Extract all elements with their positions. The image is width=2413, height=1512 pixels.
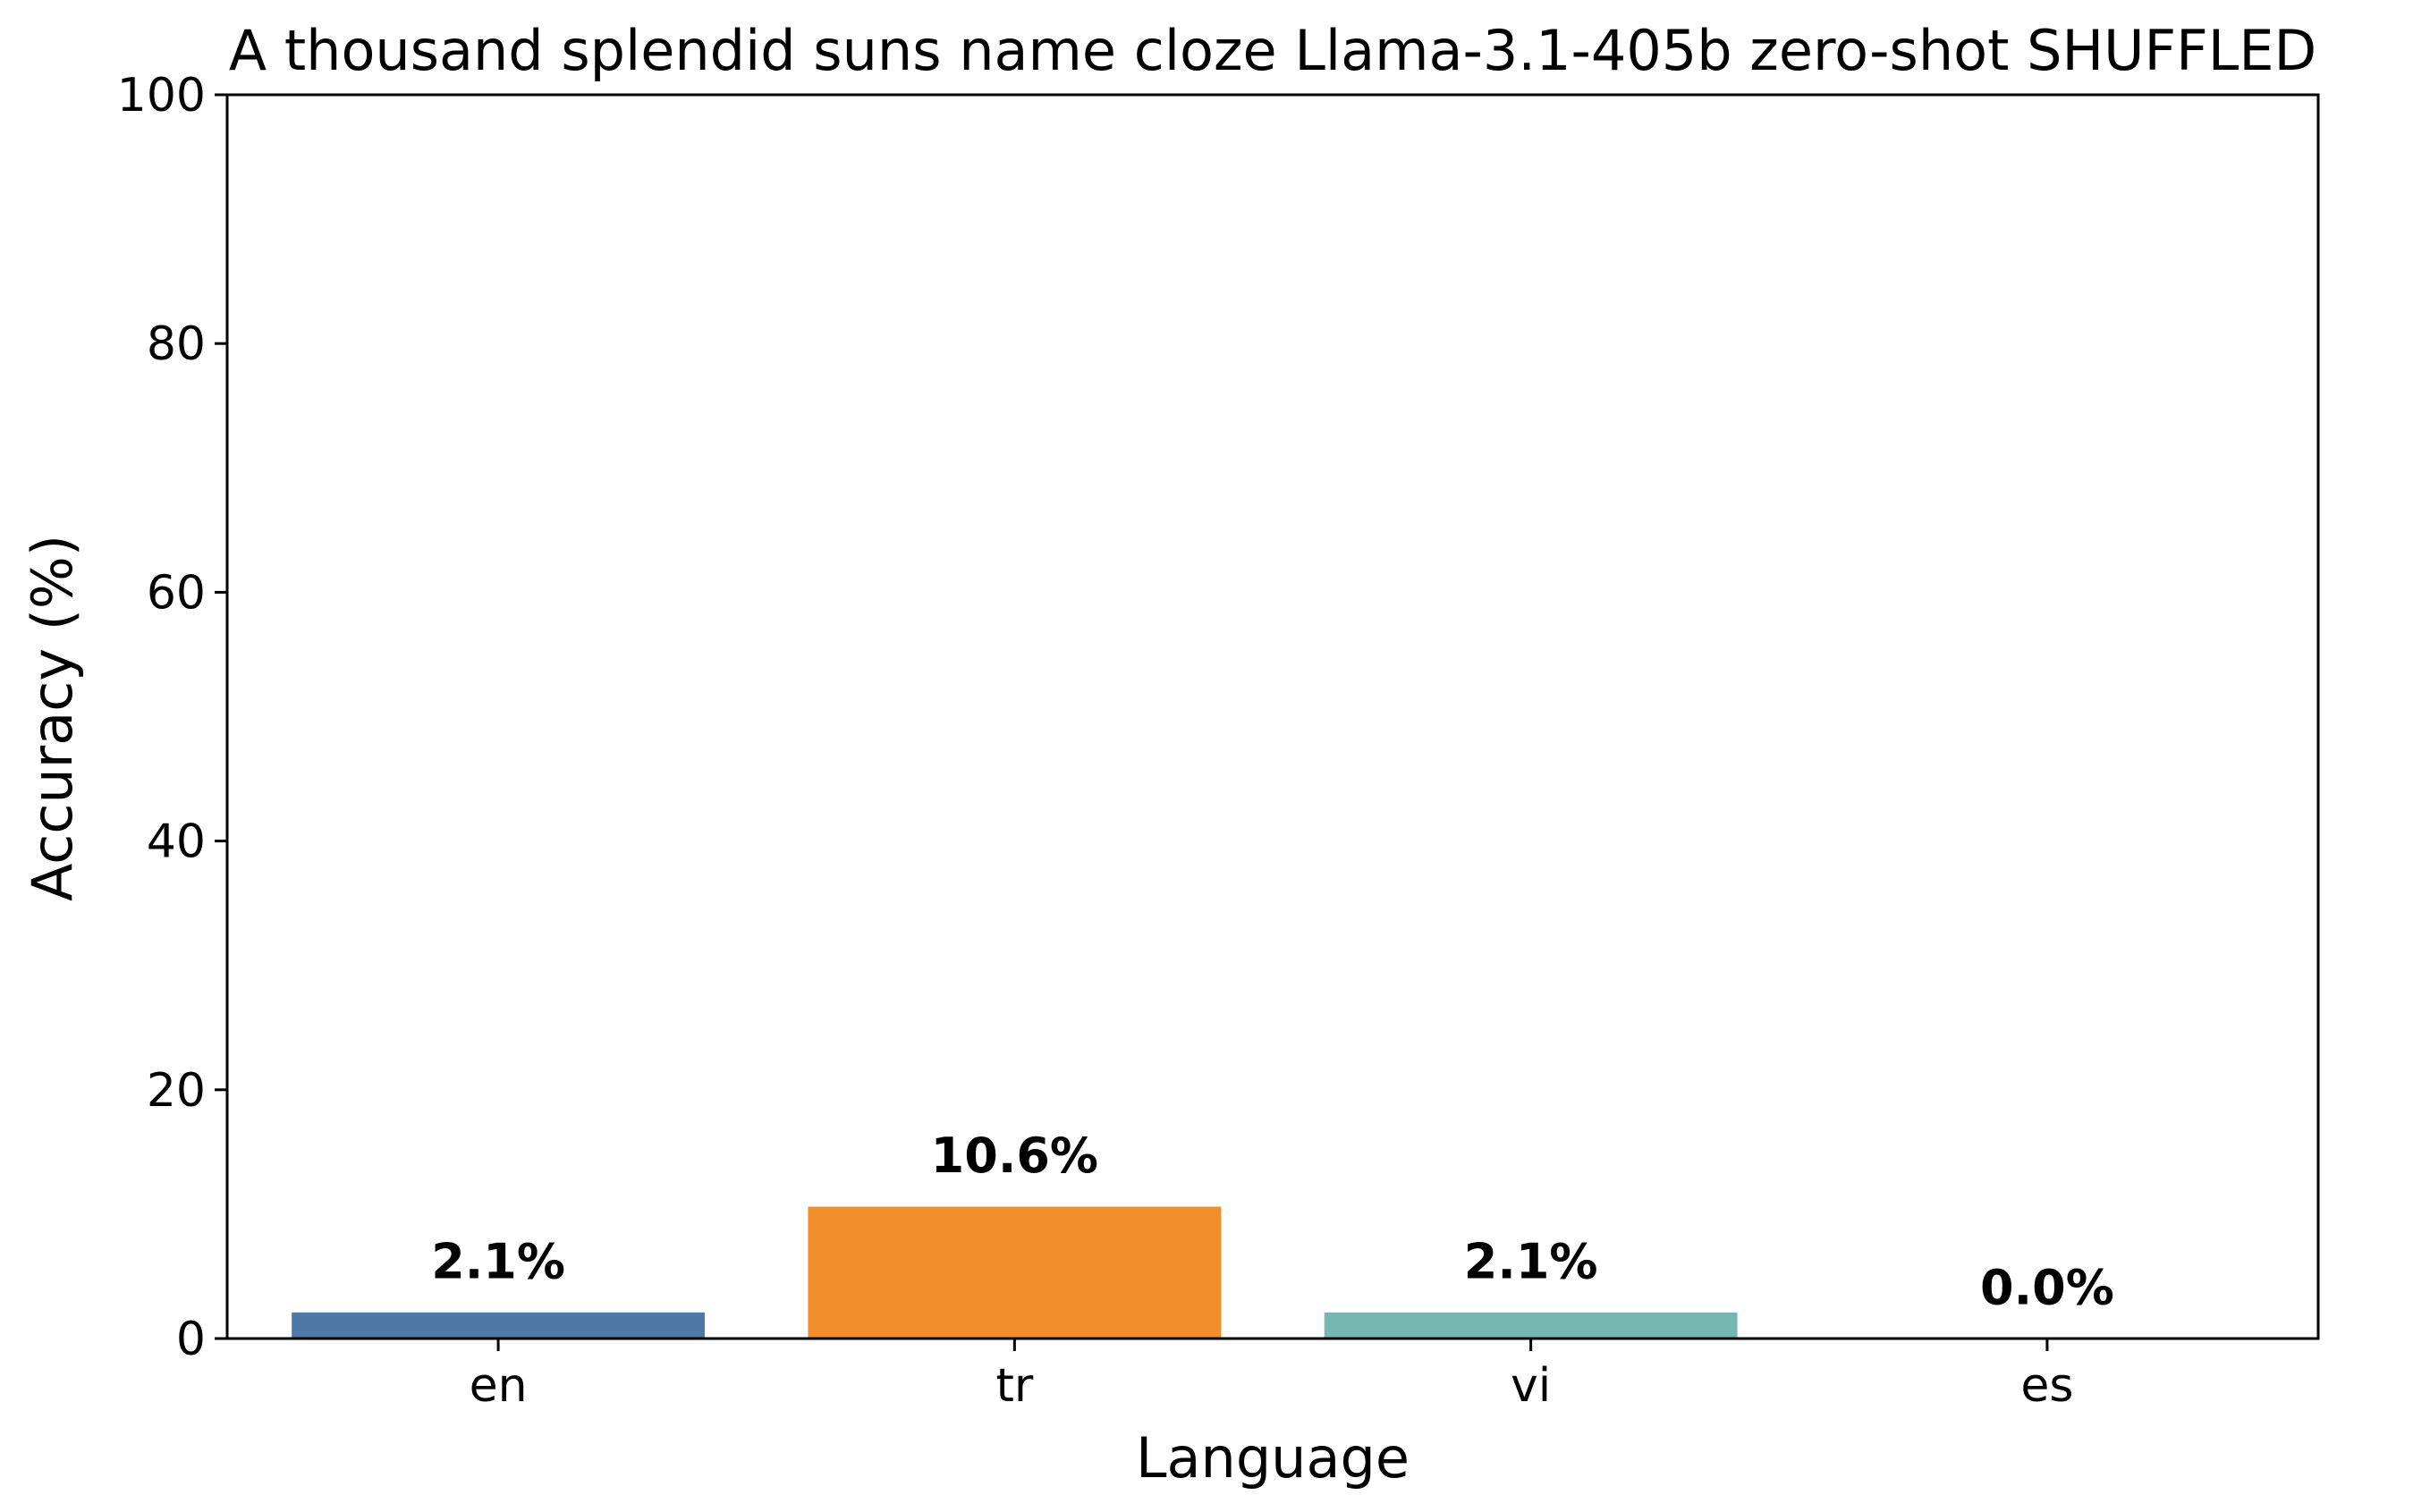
x-tick-label: vi	[1511, 1359, 1551, 1413]
data-label-en: 2.1%	[431, 1233, 565, 1289]
data-labels-layer: 2.1% 10.6% 2.1% 0.0%	[431, 1128, 2114, 1315]
bar-tr	[808, 1206, 1222, 1339]
data-label-es: 0.0%	[1980, 1260, 2114, 1316]
y-axis-ticks: 0 20 40 60 80 100	[117, 69, 227, 1366]
y-tick-label: 20	[147, 1064, 206, 1118]
data-label-tr: 10.6%	[931, 1128, 1098, 1184]
y-tick-label: 0	[176, 1313, 206, 1366]
bar-vi	[1324, 1312, 1738, 1339]
x-tick-label: en	[470, 1359, 528, 1413]
data-label-vi: 2.1%	[1464, 1233, 1598, 1289]
x-axis-label: Language	[1136, 1425, 1410, 1491]
plot-area-frame	[225, 93, 2320, 1340]
y-tick-label: 60	[147, 566, 206, 620]
y-tick-label: 40	[147, 815, 206, 869]
x-tick-label: tr	[995, 1359, 1033, 1413]
y-tick-label: 100	[117, 69, 206, 122]
bars-layer	[292, 1206, 1738, 1339]
x-tick-label: es	[2020, 1359, 2073, 1413]
y-axis-label: Accuracy (%)	[20, 535, 85, 901]
y-tick-label: 80	[147, 317, 206, 371]
bar-en	[292, 1312, 705, 1339]
chart-title: A thousand splendid suns name cloze Llam…	[229, 18, 2317, 83]
x-axis-ticks: en tr vi es	[470, 1339, 2073, 1413]
